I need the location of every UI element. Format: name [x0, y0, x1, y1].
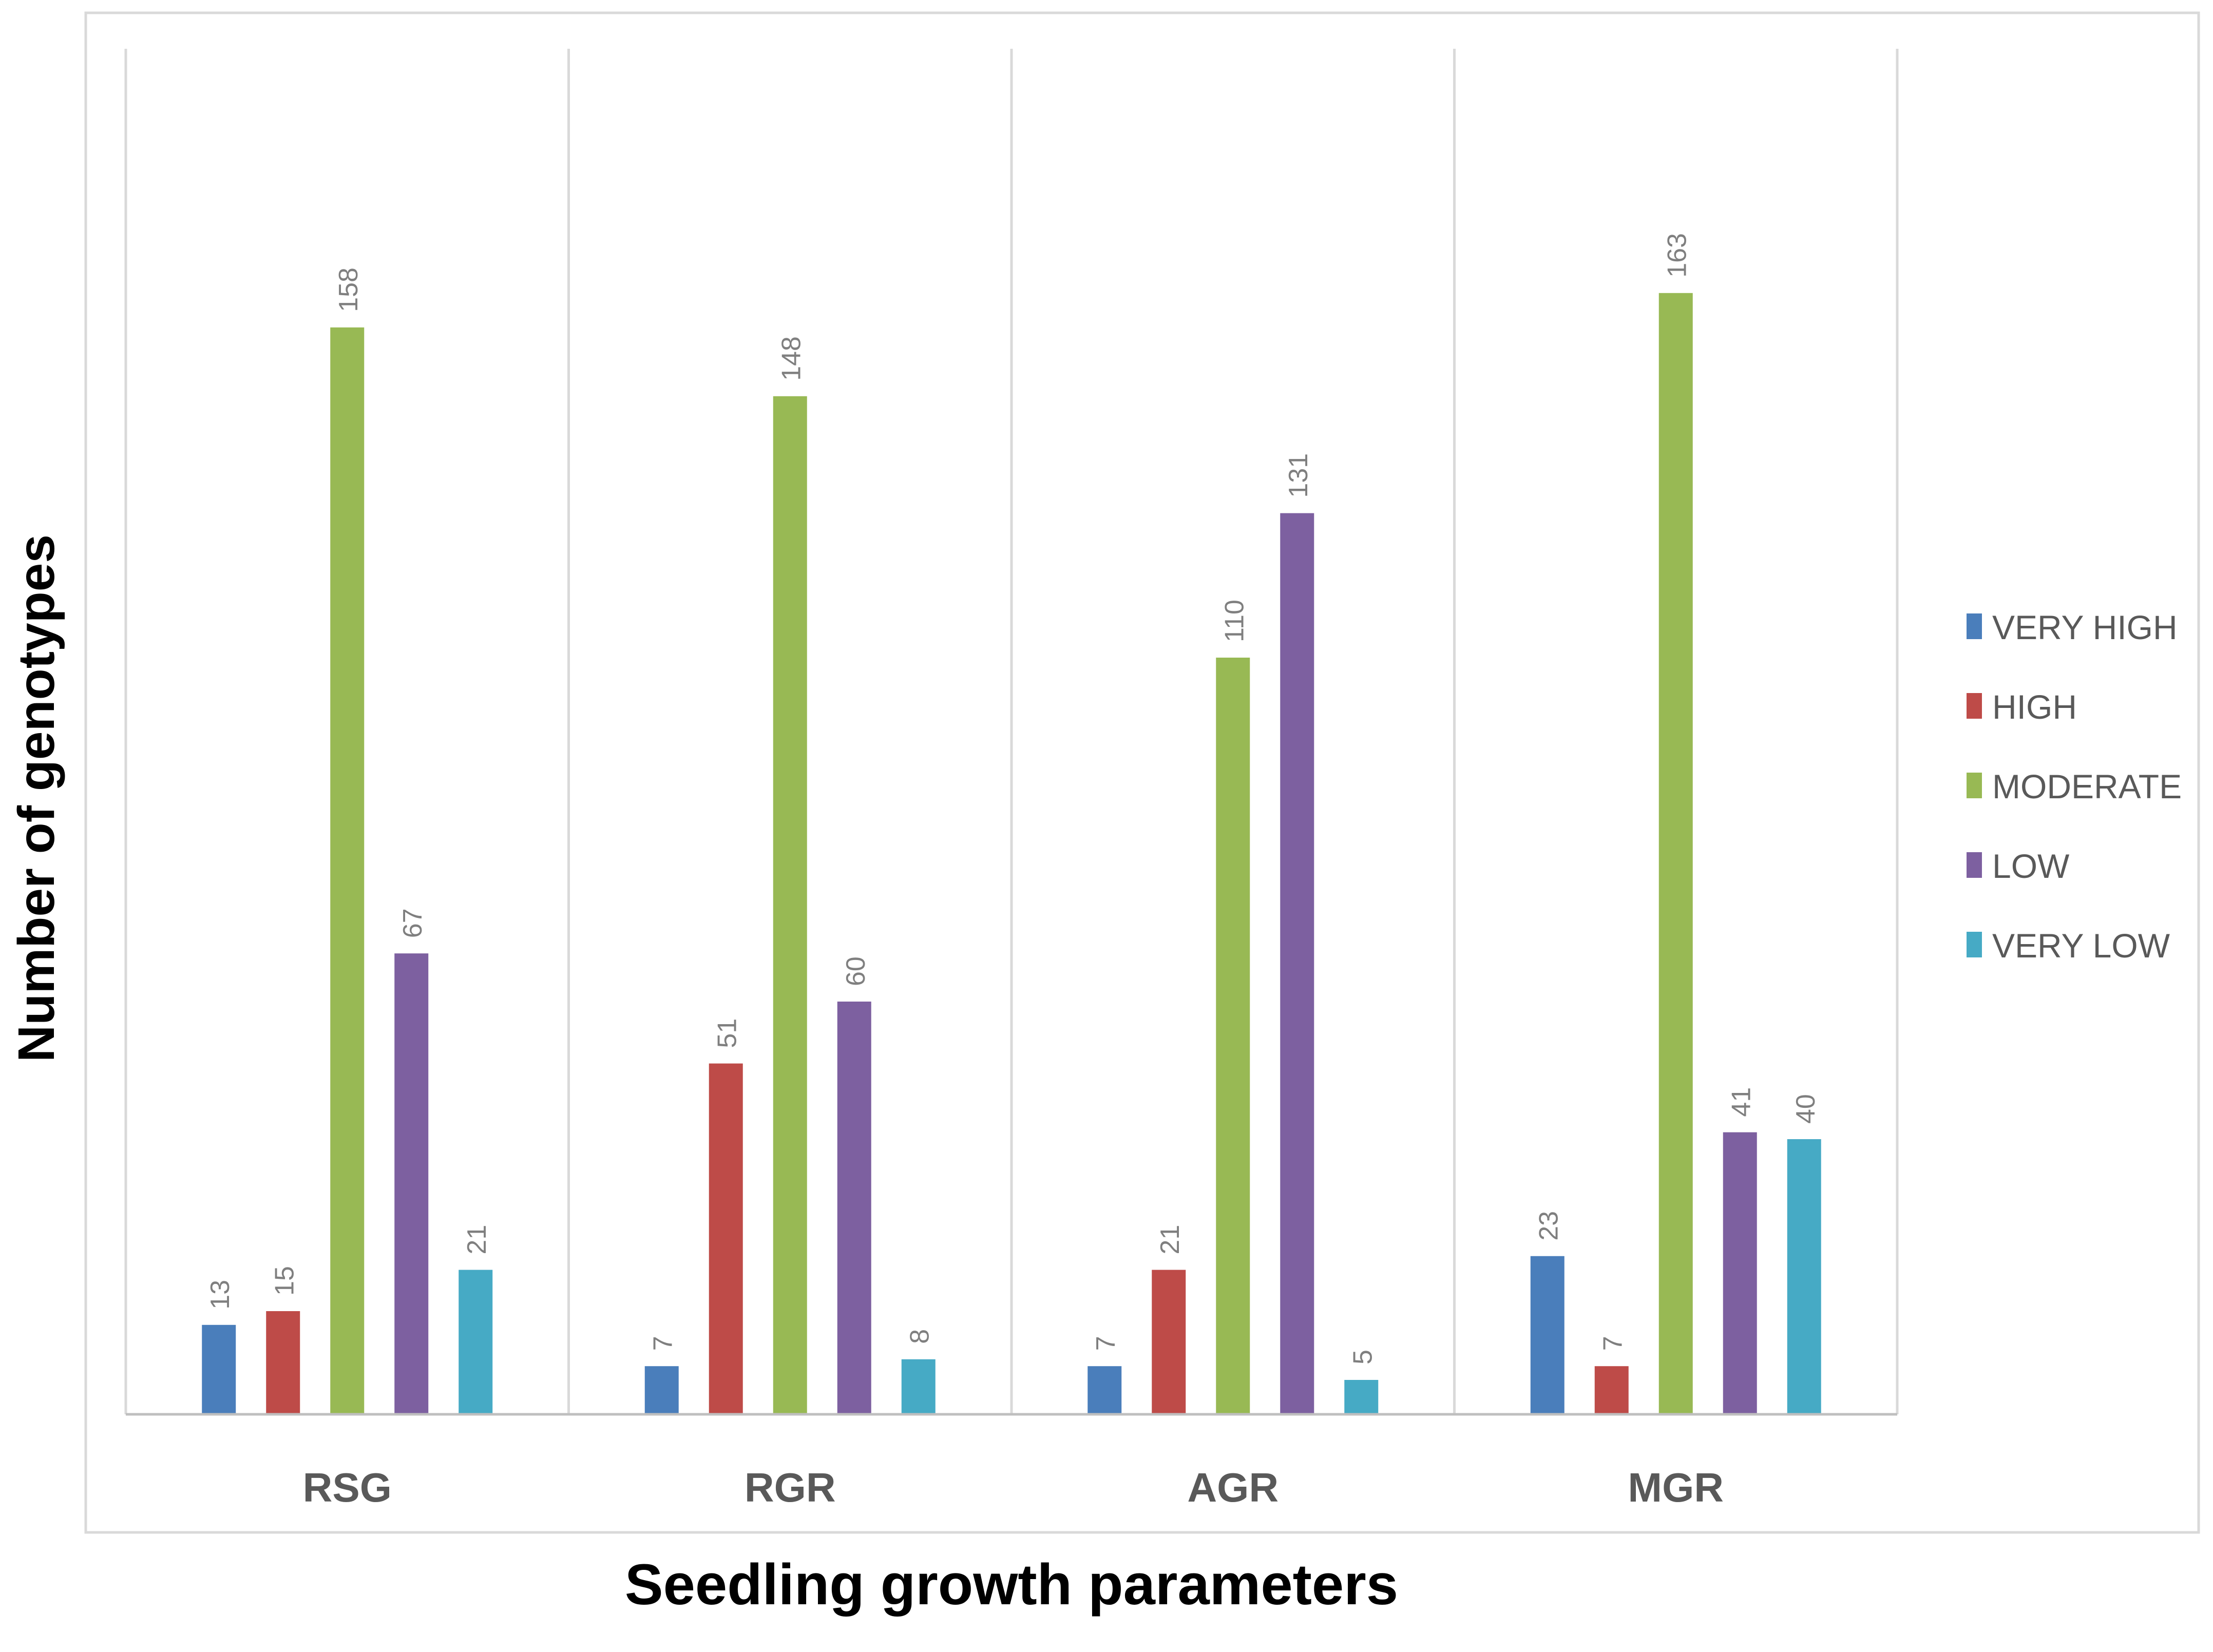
bar-agr-high: [1152, 1270, 1186, 1414]
data-label: 60: [841, 956, 871, 986]
bar-rsg-moderate: [330, 327, 365, 1414]
data-label: 23: [1534, 1211, 1564, 1241]
bar-rgr-very-high: [644, 1366, 679, 1414]
bar-rgr-high: [709, 1063, 743, 1414]
data-label: 5: [1348, 1350, 1378, 1365]
data-label: 110: [1219, 600, 1249, 642]
data-label: 148: [777, 336, 807, 381]
bar-rgr-very-low: [901, 1359, 936, 1414]
legend-label: VERY HIGH: [1992, 608, 2178, 646]
legend-label: VERY LOW: [1992, 927, 2170, 965]
category-separators: [124, 49, 1899, 1414]
data-label: 158: [334, 267, 364, 312]
bar-mgr-low: [1723, 1132, 1757, 1414]
data-label: 8: [905, 1329, 935, 1344]
x-axis-title: Seedling growth parameters: [625, 1552, 1398, 1617]
legend-swatch: [1967, 773, 1982, 798]
data-label: 15: [270, 1266, 299, 1296]
x-tick-label: AGR: [1187, 1465, 1279, 1510]
bar-rsg-very-low: [459, 1270, 493, 1414]
bar-agr-low: [1280, 513, 1314, 1414]
legend-swatch: [1967, 693, 1982, 719]
data-label: 40: [1791, 1094, 1821, 1124]
legend-swatch: [1967, 852, 1982, 878]
bar-agr-very-high: [1088, 1366, 1122, 1414]
bar-mgr-high: [1594, 1366, 1629, 1414]
x-tick-label: RSG: [303, 1465, 392, 1510]
bar-agr-moderate: [1216, 658, 1250, 1414]
legend: VERY HIGH HIGH MODERATE LOW VERY LOW: [1967, 608, 2182, 965]
bar-rgr-moderate: [773, 396, 807, 1414]
chart-frame: [84, 11, 2200, 1534]
x-tick-label: MGR: [1628, 1465, 1724, 1510]
data-label: 67: [398, 908, 428, 938]
legend-swatch: [1967, 932, 1982, 957]
bar-rsg-very-high: [202, 1324, 236, 1414]
x-tick-labels: RSG RGR AGR MGR: [303, 1465, 1724, 1510]
bar-mgr-very-low: [1787, 1139, 1821, 1414]
data-label: 163: [1663, 233, 1692, 278]
bar-mgr-very-high: [1530, 1256, 1565, 1414]
bar-rsg-high: [266, 1311, 300, 1414]
data-label: 41: [1727, 1087, 1757, 1117]
data-label: 7: [648, 1336, 678, 1351]
y-axis-title: Number of genotypes: [8, 534, 65, 1062]
data-label: 7: [1091, 1336, 1121, 1351]
data-label: 21: [1155, 1225, 1185, 1255]
legend-swatch: [1967, 613, 1982, 639]
bar-rsg-low: [394, 953, 429, 1414]
data-label: 51: [713, 1019, 742, 1048]
legend-label: MODERATE: [1992, 767, 2182, 805]
x-tick-label: RGR: [745, 1465, 836, 1510]
data-label: 7: [1598, 1336, 1628, 1351]
bar-agr-very-low: [1344, 1380, 1379, 1414]
data-label: 131: [1284, 453, 1313, 498]
bar-rgr-low: [837, 1002, 871, 1414]
legend-label: HIGH: [1992, 688, 2077, 726]
legend-label: LOW: [1992, 847, 2070, 885]
bar-mgr-moderate: [1658, 293, 1693, 1414]
bars: [202, 293, 1821, 1414]
data-label: 13: [205, 1280, 235, 1310]
data-label: 21: [462, 1225, 492, 1255]
